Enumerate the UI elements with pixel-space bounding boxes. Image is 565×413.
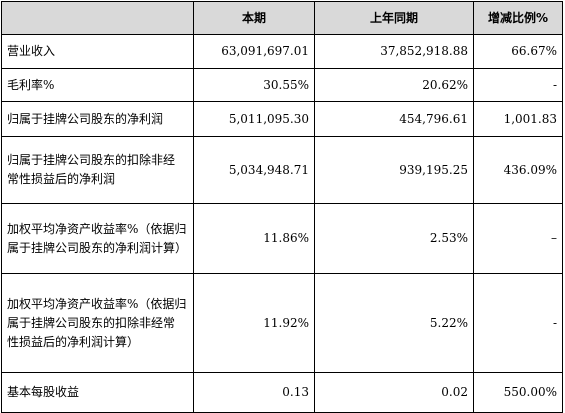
current-period-value: 0.13	[193, 372, 315, 413]
header-cell-item	[1, 1, 194, 35]
table-row: 毛利率% 30.55% 20.62% -	[1, 68, 563, 102]
row-label-line: 属于挂牌公司股东的扣除非经常	[7, 315, 176, 330]
current-period-value: 63,091,697.01	[193, 34, 315, 69]
row-label: 归属于挂牌公司股东的扣除非经 常性损益后的净利润	[1, 136, 194, 204]
header-cell-change-percent: 增减比例%	[473, 1, 563, 35]
current-period-value: 5,011,095.30	[193, 101, 315, 137]
row-label-line: 性损益后的净利润计算）	[7, 334, 140, 349]
row-label-line: 归属于挂牌公司股东的扣除非经	[7, 153, 176, 167]
prior-period-value: 5.22%	[314, 273, 474, 373]
prior-period-value: 454,796.61	[314, 101, 474, 137]
row-label: 加权平均净资产收益率%（依据归 属于挂牌公司股东的扣除非经常 性损益后的净利润计…	[1, 273, 194, 373]
row-label: 基本每股收益	[1, 372, 194, 413]
current-period-value: 11.86%	[193, 203, 315, 274]
header-cell-current-period: 本期	[193, 1, 315, 35]
row-label: 归属于挂牌公司股东的净利润	[1, 101, 194, 137]
change-value: 66.67%	[473, 34, 563, 69]
current-period-value: 30.55%	[193, 68, 315, 102]
table-row: 归属于挂牌公司股东的扣除非经 常性损益后的净利润 5,034,948.71 93…	[1, 136, 563, 204]
change-value: 436.09%	[473, 136, 563, 204]
row-label-line: 归属于挂牌公司股东的净利润	[7, 111, 164, 126]
table-row: 加权平均净资产收益率%（依据归 属于挂牌公司股东的扣除非经常 性损益后的净利润计…	[1, 273, 563, 373]
row-label-line: 营业收入	[7, 44, 56, 58]
change-value: 550.00%	[473, 372, 563, 413]
table-row: 营业收入 63,091,697.01 37,852,918.88 66.67%	[1, 34, 563, 69]
table-row: 归属于挂牌公司股东的净利润 5,011,095.30 454,796.61 1,…	[1, 101, 563, 137]
row-label: 加权平均净资产收益率%（依据归 属于挂牌公司股东的净利润计算）	[1, 203, 194, 274]
prior-period-value: 939,195.25	[314, 136, 474, 204]
header-cell-prior-period: 上年同期	[314, 1, 474, 35]
prior-period-value: 20.62%	[314, 68, 474, 102]
change-value: 1,001.83	[473, 101, 563, 137]
row-label: 毛利率%	[1, 68, 194, 102]
header-row: 本期 上年同期 增减比例%	[1, 1, 563, 35]
row-label: 营业收入	[1, 34, 194, 69]
row-label-line: 毛利率%	[7, 77, 55, 92]
change-value: -	[473, 68, 563, 102]
change-value: –	[473, 203, 563, 274]
prior-period-value: 0.02	[314, 372, 474, 413]
prior-period-value: 37,852,918.88	[314, 34, 474, 69]
row-label-line: 属于挂牌公司股东的净利润计算）	[7, 240, 188, 255]
row-label-line: 加权平均净资产收益率%（依据归	[7, 296, 187, 311]
table-row: 加权平均净资产收益率%（依据归 属于挂牌公司股东的净利润计算） 11.86% 2…	[1, 203, 563, 274]
prior-period-value: 2.53%	[314, 203, 474, 274]
row-label-line: 常性损益后的净利润	[7, 172, 116, 186]
change-value: -	[473, 273, 563, 373]
table-row: 基本每股收益 0.13 0.02 550.00%	[1, 372, 563, 413]
current-period-value: 5,034,948.71	[193, 136, 315, 204]
row-label-line: 基本每股收益	[7, 385, 80, 399]
row-label-line: 加权平均净资产收益率%（依据归	[7, 221, 187, 236]
current-period-value: 11.92%	[193, 273, 315, 373]
